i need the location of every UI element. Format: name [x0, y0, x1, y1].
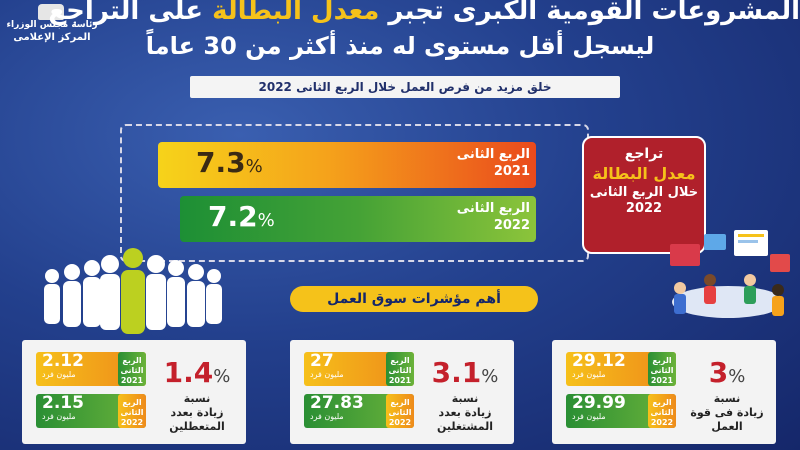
page-title: المشروعات القومية الكبرى تجبر معدل البطا…	[48, 0, 800, 26]
indicator-percent: 3.1%	[431, 356, 499, 389]
page-title-line-2: ليسجل أقل مستوى له منذ أكثر من 30 عاماً	[145, 32, 655, 60]
subtitle-banner: خلق مزيد من فرص العمل خلال الربع الثانى …	[190, 76, 620, 98]
mini-unit: مليون فرد	[310, 370, 344, 379]
decline-card-line-2: معدل البطالة	[592, 164, 696, 183]
mini-value: 27.83	[310, 393, 364, 413]
mini-value: 2.12	[42, 351, 84, 371]
desc-line-1: نسبة	[451, 392, 479, 405]
team-meeting-icon	[670, 230, 790, 318]
decline-card-line-3: خلال الربع الثانى	[589, 185, 699, 200]
mini-value: 29.99	[572, 393, 626, 413]
mini-unit: مليون فرد	[42, 412, 76, 421]
indicator-panel-labor-force: 29.12 مليون فرد الربع الثانى 2021 29.99 …	[552, 340, 776, 444]
title-highlight: معدل البطالة	[212, 0, 380, 26]
bar-2022-label: الربع الثانى 2022	[440, 200, 530, 234]
bar-2022-year: 2022	[493, 218, 530, 233]
bar-2022	[180, 196, 536, 242]
mini-quarter: الربع الثانى	[388, 356, 412, 375]
desc-line-1: نسبة	[183, 392, 211, 405]
mini-value: 2.15	[42, 393, 84, 413]
bar-2021	[158, 142, 536, 188]
mini-year: 2022	[650, 418, 674, 427]
logo-line-2: المركز الإعلامى	[13, 32, 91, 43]
logo-line-1: رئاسة مجلس الوزراء	[6, 20, 98, 30]
bar-2021-label: الربع الثانى 2021	[440, 146, 530, 180]
bar-2021-year: 2021	[493, 164, 530, 179]
mini-unit: مليون فرد	[310, 412, 344, 421]
mini-unit: مليون فرد	[572, 412, 606, 421]
mini-year: 2022	[388, 418, 412, 427]
bar-2021-value: 7.3%	[196, 146, 263, 179]
indicator-panel-unemployed: 2.12 مليون فرد الربع الثانى 2021 2.15 مل…	[22, 340, 246, 444]
title-part-1: المشروعات القومية الكبرى تجبر	[379, 0, 800, 26]
mini-quarter: الربع الثانى	[120, 398, 144, 417]
mini-quarter: الربع الثانى	[388, 398, 412, 417]
mini-quarter: الربع الثانى	[650, 398, 674, 417]
desc-line-3: المشتغلين	[436, 420, 494, 433]
decline-card: تراجع معدل البطالة خلال الربع الثانى 202…	[582, 136, 706, 254]
mini-value: 29.12	[572, 351, 626, 371]
eagle-emblem-icon	[38, 4, 64, 20]
mini-year-tag-2021: الربع الثانى 2021	[118, 352, 146, 386]
crowd-icon	[44, 248, 222, 334]
bar-2021-quarter: الربع الثانى	[456, 147, 530, 162]
mini-unit: مليون فرد	[572, 370, 606, 379]
title-part-2: على التراجع	[48, 0, 213, 26]
mini-year: 2022	[120, 418, 144, 427]
desc-line-3: العمل	[711, 420, 743, 433]
mini-value: 27	[310, 351, 334, 371]
mini-quarter: الربع الثانى	[650, 356, 674, 375]
desc-line-2: زيادة بعدد	[438, 406, 492, 419]
decline-card-line-4: 2022	[625, 201, 663, 216]
mini-year: 2021	[120, 376, 144, 385]
indicator-description: نسبة زيادة فى قوة العمل	[682, 392, 772, 434]
mini-quarter: الربع الثانى	[120, 356, 144, 375]
mini-year-tag-2021: الربع الثانى 2021	[648, 352, 676, 386]
indicator-percent: 1.4%	[163, 356, 231, 389]
mini-year-tag-2021: الربع الثانى 2021	[386, 352, 414, 386]
mini-year: 2021	[388, 376, 412, 385]
desc-line-2: زيادة بعدد	[170, 406, 224, 419]
bar-2022-quarter: الربع الثانى	[456, 201, 530, 216]
desc-line-3: المتعطلين	[169, 420, 225, 433]
indicator-percent: 3%	[708, 356, 746, 389]
mini-year-tag-2022: الربع الثانى 2022	[386, 394, 414, 428]
section-title: أهم مؤشرات سوق العمل	[290, 286, 538, 312]
mini-year-tag-2022: الربع الثانى 2022	[648, 394, 676, 428]
logo: رئاسة مجلس الوزراء المركز الإعلامى	[6, 4, 98, 48]
mini-year: 2021	[650, 376, 674, 385]
indicator-description: نسبة زيادة بعدد المشتغلين	[420, 392, 510, 434]
decline-card-line-1: تراجع	[624, 146, 664, 162]
desc-line-2: زيادة فى قوة	[690, 406, 764, 419]
desc-line-1: نسبة	[713, 392, 741, 405]
indicator-description: نسبة زيادة بعدد المتعطلين	[152, 392, 242, 434]
mini-year-tag-2022: الربع الثانى 2022	[118, 394, 146, 428]
mini-unit: مليون فرد	[42, 370, 76, 379]
bar-2022-value: 7.2%	[208, 200, 275, 233]
indicator-panel-employed: 27 مليون فرد الربع الثانى 2021 27.83 ملي…	[290, 340, 514, 444]
